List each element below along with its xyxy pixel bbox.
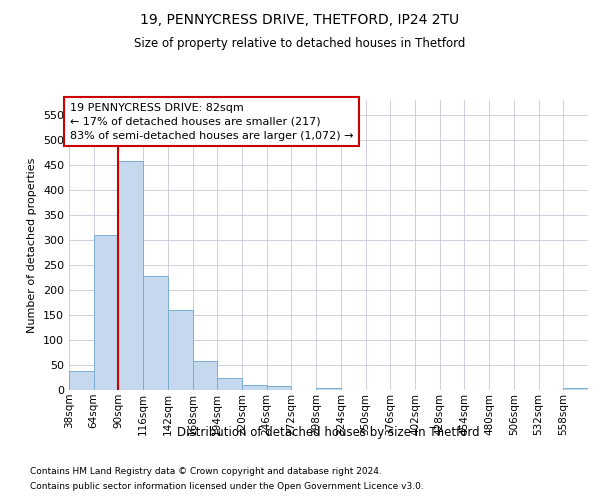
Bar xyxy=(267,386,292,390)
Text: Distribution of detached houses by size in Thetford: Distribution of detached houses by size … xyxy=(178,426,480,439)
Text: 19 PENNYCRESS DRIVE: 82sqm
← 17% of detached houses are smaller (217)
83% of sem: 19 PENNYCRESS DRIVE: 82sqm ← 17% of deta… xyxy=(70,102,353,141)
Bar xyxy=(69,371,94,390)
Bar xyxy=(316,388,341,390)
Bar xyxy=(94,235,118,390)
Bar xyxy=(168,310,193,390)
Bar xyxy=(563,388,588,390)
Y-axis label: Number of detached properties: Number of detached properties xyxy=(28,158,37,332)
Bar xyxy=(193,361,217,390)
Text: Size of property relative to detached houses in Thetford: Size of property relative to detached ho… xyxy=(134,38,466,51)
Text: Contains public sector information licensed under the Open Government Licence v3: Contains public sector information licen… xyxy=(30,482,424,491)
Bar xyxy=(217,378,242,390)
Text: Contains HM Land Registry data © Crown copyright and database right 2024.: Contains HM Land Registry data © Crown c… xyxy=(30,467,382,476)
Bar xyxy=(143,276,168,390)
Bar xyxy=(242,385,267,390)
Text: 19, PENNYCRESS DRIVE, THETFORD, IP24 2TU: 19, PENNYCRESS DRIVE, THETFORD, IP24 2TU xyxy=(140,12,460,26)
Bar xyxy=(118,161,143,390)
